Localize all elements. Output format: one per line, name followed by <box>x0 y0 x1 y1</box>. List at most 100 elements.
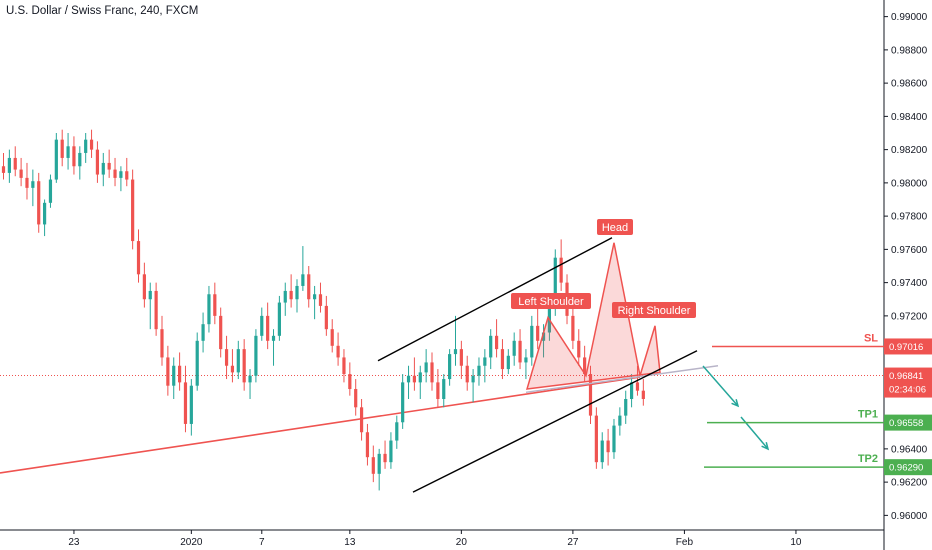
candle-body <box>330 329 334 346</box>
candle-body <box>348 374 352 390</box>
candle-body <box>1 166 6 173</box>
candle-body <box>336 345 340 358</box>
candle-body <box>230 365 235 373</box>
pattern-label-text: Left Shoulder <box>518 296 584 308</box>
candle-body <box>277 302 281 336</box>
candle-body <box>635 382 640 391</box>
candle-body <box>530 325 534 358</box>
candle-body <box>178 365 182 383</box>
candle-body <box>236 349 240 373</box>
countdown-text: 02:34:06 <box>889 385 926 396</box>
candle-body <box>618 415 622 426</box>
candle-body <box>271 335 276 341</box>
y-tick-label: 0.98200 <box>891 145 928 156</box>
current-price-tag <box>884 367 932 398</box>
candle-body <box>600 440 604 463</box>
candle-body <box>588 374 593 416</box>
candle-body <box>318 294 323 306</box>
candle-body <box>342 357 346 375</box>
arrow-to-tp2-head <box>761 442 770 451</box>
candle-body <box>453 349 458 355</box>
support-trendline <box>0 376 641 474</box>
candle-body <box>641 390 645 399</box>
candle-body <box>42 202 47 225</box>
candle-body <box>125 171 129 180</box>
candle-body <box>371 457 375 474</box>
y-tick-label: 0.98000 <box>891 178 928 189</box>
candle-body <box>365 432 370 458</box>
candle-body <box>624 399 628 416</box>
candle-body <box>219 315 223 350</box>
candle-body <box>113 169 117 178</box>
candle-body <box>248 375 252 383</box>
candle-body <box>471 375 475 383</box>
candle-body <box>629 382 634 399</box>
candle-body <box>95 149 100 175</box>
level-price-tag <box>884 338 932 355</box>
x-tick-label: 2020 <box>180 537 203 548</box>
current-price-text: 0.96841 <box>889 371 923 382</box>
candle-body <box>207 294 211 325</box>
candle-body <box>31 181 35 188</box>
candle-body <box>577 340 581 358</box>
candle-body <box>283 290 287 303</box>
candle-body <box>324 305 328 330</box>
candle-body <box>195 340 199 386</box>
arrow-to-tp1-head <box>731 399 740 408</box>
x-tick-label: Feb <box>676 537 694 548</box>
candle-body <box>136 241 141 275</box>
candle-body <box>389 440 393 463</box>
price-axis-bg <box>884 0 932 550</box>
candle-body <box>313 294 317 300</box>
pattern-label-bg <box>597 219 633 235</box>
y-tick-label: 0.97800 <box>891 212 928 223</box>
candle-body <box>430 362 434 383</box>
candle-body <box>612 425 616 453</box>
candle-body <box>242 349 246 383</box>
candle-body <box>524 357 528 363</box>
candle-body <box>583 357 587 375</box>
candle-body <box>383 453 387 463</box>
candle-body <box>289 290 293 300</box>
y-tick-label: 0.99000 <box>891 12 928 23</box>
y-tick-label: 0.98600 <box>891 79 928 90</box>
candle-body <box>359 407 364 433</box>
y-tick-label: 0.97600 <box>891 245 928 256</box>
candle-body <box>107 162 111 170</box>
level-name-tp1: TP1 <box>858 409 878 421</box>
candle-body <box>166 357 170 386</box>
neckline <box>525 365 719 394</box>
candle-body <box>506 355 510 370</box>
x-tick-label: 27 <box>567 537 579 548</box>
candle-body <box>37 181 41 225</box>
candle-body <box>66 146 70 158</box>
x-tick-label: 10 <box>790 537 802 548</box>
candle-body <box>436 382 440 399</box>
candle-body <box>154 290 158 330</box>
candle-body <box>412 375 416 383</box>
candle-body <box>266 315 270 341</box>
candle-body <box>354 389 358 408</box>
candle-body <box>78 152 82 167</box>
pattern-label-text: Right Shoulder <box>618 305 691 317</box>
x-tick-label: 13 <box>344 537 356 548</box>
candle-body <box>172 365 176 386</box>
candle-body <box>54 139 58 180</box>
candle-body <box>307 274 311 300</box>
level-price-tag <box>884 459 932 476</box>
candle-body <box>60 139 64 158</box>
y-tick-label: 0.96200 <box>891 478 928 489</box>
candle-body <box>13 157 17 170</box>
candle-body <box>213 294 217 316</box>
candle-body <box>72 146 76 167</box>
candle-body <box>459 349 463 366</box>
pattern-label-text: Head <box>602 222 628 234</box>
pattern-label-bg <box>612 302 696 318</box>
pattern-label-bg <box>511 293 591 309</box>
candle-body <box>594 415 598 463</box>
candle-body <box>448 354 452 380</box>
y-tick-label: 0.96400 <box>891 444 928 455</box>
candle-body <box>477 365 481 376</box>
candle-body <box>483 357 487 366</box>
